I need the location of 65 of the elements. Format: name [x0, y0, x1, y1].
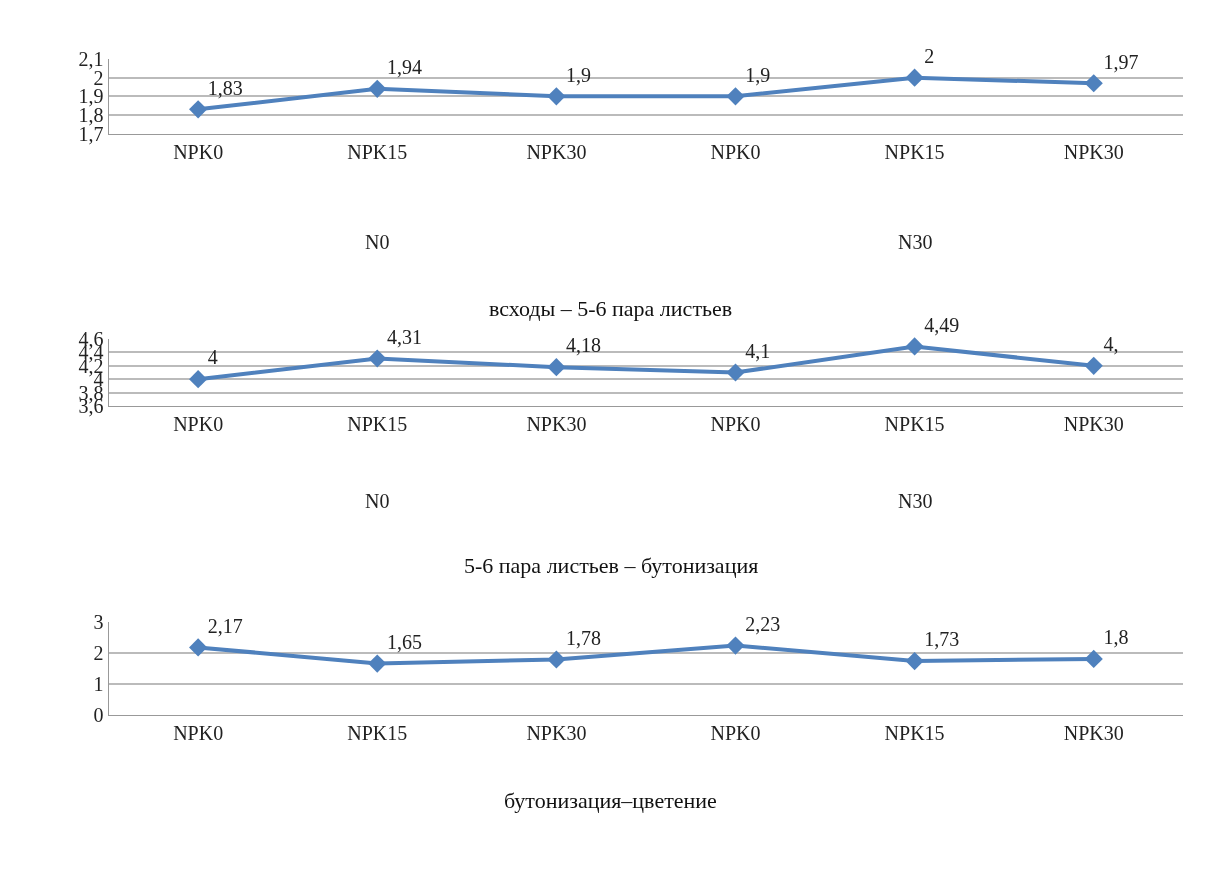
x-tick-label: NPK15	[884, 412, 945, 435]
data-label: 4,49	[924, 313, 960, 336]
x-tick-label: NPK30	[526, 140, 587, 163]
data-label: 1,94	[387, 56, 423, 79]
x-tick-label: NPK15	[347, 721, 408, 744]
data-label: 1,83	[207, 76, 243, 99]
point	[905, 337, 924, 356]
x-tick-label: NPK0	[710, 140, 761, 163]
text: 5-6 пара листьев – бутонизация	[464, 553, 759, 578]
data-label: 4	[207, 346, 218, 369]
point	[905, 68, 924, 87]
point	[1084, 356, 1103, 375]
y-tick-label: 1	[93, 672, 104, 695]
point	[368, 79, 387, 98]
point	[189, 638, 208, 657]
point	[547, 358, 566, 377]
text: N0	[365, 231, 390, 253]
point	[368, 654, 387, 673]
x-tick-label: NPK0	[173, 140, 224, 163]
x-tick-label: NPK30	[526, 721, 587, 744]
x-tick-label: NPK15	[347, 140, 408, 163]
point	[905, 651, 924, 671]
text: N0	[365, 490, 390, 512]
data-label: 1,65	[387, 630, 423, 653]
data-label: 2,17	[207, 614, 243, 637]
x-tick-label: NPK15	[347, 412, 408, 435]
x-tick-label: NPK15	[884, 721, 945, 744]
point	[726, 363, 745, 382]
point	[547, 650, 566, 669]
data-label: 4,18	[566, 334, 602, 357]
x-tick-label: NPK30	[1063, 721, 1124, 744]
point	[726, 636, 745, 655]
x-tick-label: NPK15	[884, 140, 945, 163]
data-label: 1,97	[1103, 50, 1139, 73]
y-tick-label: 0	[93, 703, 104, 726]
data-label: 4,	[1103, 333, 1119, 356]
x-tick-label: NPK30	[1063, 412, 1124, 435]
data-label: 2,23	[745, 612, 781, 635]
x-tick-label: NPK0	[173, 721, 224, 744]
x-tick-label: NPK30	[526, 412, 587, 435]
text: N30	[898, 231, 933, 253]
point	[189, 100, 208, 119]
data-label: 4,1	[745, 339, 771, 362]
data-label: 2	[924, 44, 935, 67]
x-tick-label: NPK0	[710, 721, 761, 744]
data-label: 1,9	[745, 63, 771, 86]
x-tick-label: NPK0	[710, 412, 761, 435]
text: бутонизация–цветение	[504, 788, 717, 813]
y-tick-label: 3	[93, 610, 104, 633]
point	[189, 370, 208, 389]
data-label: 1,78	[566, 626, 602, 649]
text: всходы – 5-6 пара листьев	[489, 296, 733, 321]
point	[1084, 649, 1103, 668]
data-label: 1,73	[924, 628, 960, 651]
point	[368, 349, 387, 368]
point	[1084, 74, 1103, 93]
text: N30	[898, 490, 933, 512]
x-tick-label: NPK0	[173, 412, 224, 435]
point	[726, 87, 745, 106]
x-tick-label: NPK30	[1063, 140, 1124, 163]
point	[547, 87, 566, 106]
data-label: 4,31	[387, 325, 423, 348]
data-label: 1,8	[1103, 626, 1129, 649]
y-tick-label: 2	[93, 641, 104, 664]
data-label: 1,9	[566, 63, 592, 86]
